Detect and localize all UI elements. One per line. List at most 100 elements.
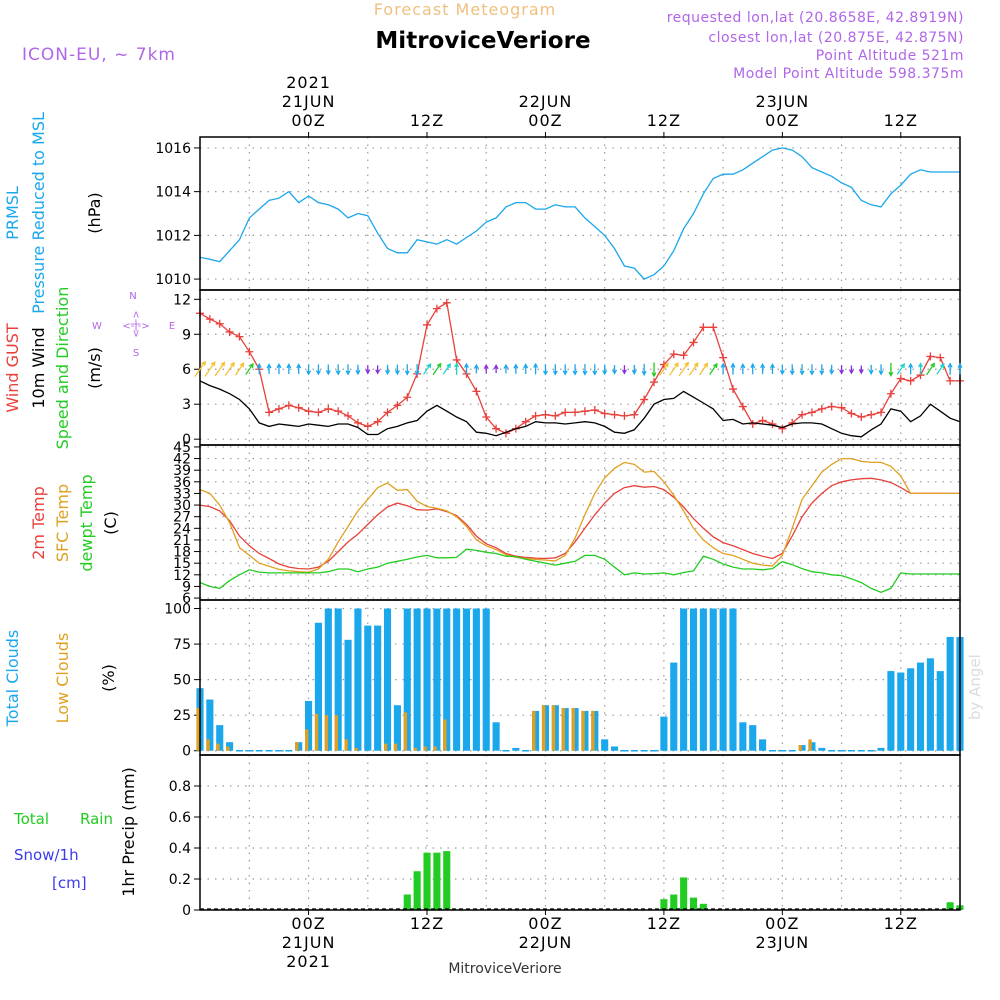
wind-arrow-head [712,362,718,369]
precip-legend: Total Rain Snow/1h [cm] [13,810,113,892]
bar-total-cloud [216,725,224,751]
bar-total-cloud [670,662,678,751]
bar-total-cloud [364,625,372,751]
gust-marker [363,422,372,431]
bar-total-cloud [354,608,362,751]
gust-marker [215,319,224,328]
wind-arrow [442,363,451,375]
wind-arrow-head [513,363,519,369]
wind-arrow-head [684,361,689,367]
wind-arrow-head [286,363,292,369]
label-wind-2: Speed and Direction [53,287,72,450]
bar-low-cloud [314,713,319,751]
wind-arrow-head [220,361,226,367]
y-tick-label: 18 [173,545,191,561]
bar-low-cloud [571,708,575,751]
bar-total-cloud [334,608,342,751]
bar-total-cloud [601,739,609,751]
wind-arrow-head [602,370,608,376]
y-tick-label: 1012 [155,228,191,244]
wind-arrow-head [674,362,679,368]
wind-arrow [432,363,442,376]
wind-arrow [926,363,935,376]
wind-arrow-head [503,363,509,369]
bar-rain [689,897,698,910]
bar-total-cloud [472,608,480,751]
compass-s: S [133,348,139,359]
bar-low-cloud [344,739,348,751]
gust-marker [630,410,639,419]
wind-arrow-head [306,370,312,376]
bar-total-cloud [226,742,234,751]
wind-arrow-head [612,369,618,375]
y-tick-label: 6 [182,362,191,378]
bar-total-cloud [344,639,352,751]
wind-arrow [659,362,669,376]
wind-arrows [194,360,963,378]
wind-arrow [678,362,689,377]
gust-marker [847,409,856,418]
bar-total-cloud [936,671,944,751]
y-tick-label: 3 [182,397,191,413]
bar-total-cloud [591,710,599,751]
y-tick-label: 0.6 [169,810,191,826]
bar-low-cloud [403,712,408,751]
bar-low-cloud [393,743,398,751]
bar-low-cloud [561,708,565,751]
y-tick-label: 0.8 [169,779,191,795]
bar-total-cloud [581,710,589,751]
bar-total-cloud [877,747,885,751]
wind-arrow-head [900,363,906,369]
bar-total-cloud [324,608,332,751]
bar-total-cloud [808,742,816,751]
wind-arrow-head [523,363,529,369]
wind-arrow [245,363,254,375]
bar-total-cloud [453,608,461,751]
wind-arrow-head [562,370,568,376]
wind-arrow [234,362,245,376]
y-tick-label: 15 [173,556,191,572]
wind-arrow-head [918,362,924,368]
bar-total-cloud [729,608,737,751]
gust-marker [669,350,678,359]
gust-marker [432,304,441,313]
gust-marker [896,374,905,383]
gust-marker [274,404,283,413]
y-tick-label: 100 [164,602,191,618]
gust-marker [541,410,550,419]
watermark: by Angel [966,654,984,720]
wind-arrow-head [621,369,627,375]
wind-arrow-head [703,362,709,368]
time-label-top-0-2: 00Z [291,111,325,130]
bar-low-cloud [423,746,427,751]
wind-arrow-head [641,370,647,377]
time-label-bottom-0-1: 21JUN [282,933,336,952]
bar-low-cloud [216,743,220,751]
label-wind-1: 10m Wind [29,327,48,408]
time-label-bottom-1-0: 12Z [410,914,444,933]
gust-marker [837,403,846,412]
plot-area: 1010101210141016036912691215182124273033… [155,136,964,919]
y-tick-label: 0.4 [169,841,191,857]
wind-arrow-head [355,370,361,376]
gust-marker [580,407,589,416]
y-tick-label: 0.2 [169,872,191,888]
time-label-bottom-5-0: 12Z [884,914,918,933]
time-label-bottom-4-1: 23JUN [755,933,809,952]
bar-low-cloud [324,715,329,751]
wind-arrow-head [365,369,371,375]
wind-arrow-head [315,370,321,376]
label-temp-0: 2m Temp [29,486,48,560]
label-pressure-1: Pressure Reduced to MSL [29,112,48,314]
bar-total-cloud [719,608,727,751]
wind-arrow-head [404,370,410,376]
label-clouds-0: Total Clouds [3,630,22,728]
bar-low-cloud [443,719,447,751]
wind-compass: N <-|-> S W <-|-> E [92,291,175,359]
gust-marker [265,408,274,417]
bar-total-cloud [610,746,619,751]
gust-marker [936,353,945,362]
bar-total-cloud [492,722,500,751]
